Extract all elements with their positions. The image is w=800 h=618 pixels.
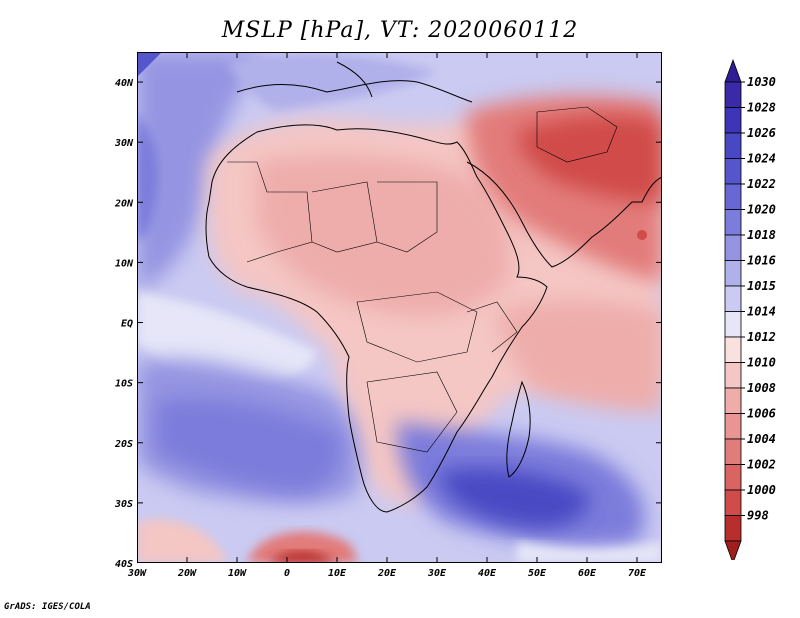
colorbar-swatch	[724, 489, 742, 516]
lat-tick-label: 30N	[114, 138, 134, 149]
colorbar-bottom-arrow	[724, 540, 742, 560]
atlantic-high-core	[137, 112, 158, 242]
colorbar-swatch	[724, 132, 742, 159]
south-indian-high-core	[437, 468, 589, 528]
colorbar-label: 1016	[747, 254, 776, 268]
lon-tick-label: 30W	[127, 568, 147, 579]
colorbar-swatch	[724, 81, 742, 108]
colorbar-swatch	[724, 336, 742, 363]
lat-tick-label: EQ	[121, 319, 133, 330]
border-east-africa	[466, 301, 518, 353]
lon-tick-label: 20E	[377, 568, 397, 579]
map-panel	[136, 52, 663, 564]
border-sudan	[376, 181, 438, 253]
colorbar-swatch	[724, 285, 742, 312]
colorbar-swatch	[724, 362, 742, 389]
sahara-low-field	[257, 155, 510, 316]
colorbar-swatch	[724, 387, 742, 414]
map-title: MSLP [hPa], VT: 2020060112	[221, 18, 579, 43]
colorbar-swatch	[724, 311, 742, 338]
lat-tick-label: 40S	[115, 559, 133, 570]
colorbar-label: 1012	[747, 330, 776, 344]
indian-low-spot	[637, 230, 647, 240]
south-low-core	[267, 551, 337, 563]
colorbar-swatch	[724, 107, 742, 134]
colorbar-swatch	[724, 183, 742, 210]
colorbar-label: 1015	[747, 279, 776, 293]
lat-tick-label: 10S	[115, 379, 133, 390]
colorbar: 1030 1028 1026 1024 1022 1020 1018 1016 1015 1014…	[724, 58, 776, 560]
indian-ocean-field	[497, 300, 662, 412]
lat-tick-label: 40N	[115, 78, 134, 89]
italy-coast	[336, 61, 373, 98]
lon-tick-label: 40E	[478, 568, 497, 579]
colorbar-label: 1014	[747, 305, 776, 319]
colorbar-swatch	[724, 464, 742, 491]
lon-tick-label: 60E	[578, 568, 597, 579]
africa-coastline	[205, 124, 548, 513]
coastlines	[205, 61, 663, 513]
lon-tick-label: 10W	[228, 568, 247, 579]
colorbar-top-arrow	[724, 58, 742, 83]
southeast-field	[517, 542, 662, 563]
lat-tick-label: 10N	[115, 258, 134, 269]
colorbar-label: 1018	[747, 228, 776, 242]
colorbar-swatch	[724, 158, 742, 185]
lon-tick-label: 70E	[628, 568, 647, 579]
colorbar-label: 1008	[747, 381, 776, 395]
colorbar-label: 998	[747, 509, 769, 523]
mediterranean-coast	[236, 80, 473, 103]
lon-tick-label: 10E	[328, 568, 347, 579]
country-borders	[227, 106, 618, 453]
colorbar-label: 1026	[747, 126, 776, 140]
border-central-africa	[356, 291, 478, 363]
mediterranean-field	[227, 53, 437, 112]
border-southern-africa	[366, 371, 458, 453]
colorbar-label: 1002	[747, 458, 776, 472]
colorbar-swatch	[724, 413, 742, 440]
colorbar-label: 1028	[747, 101, 776, 115]
colorbar-label: 1020	[747, 203, 776, 217]
red-sea-arabia-coast	[466, 161, 663, 268]
colorbar-label: 1024	[747, 152, 776, 166]
colorbar-label: 1000	[747, 483, 776, 497]
lon-tick-label: 0	[284, 568, 290, 579]
colorbar-label: 1010	[747, 356, 776, 370]
colorbar-swatch	[724, 438, 742, 465]
madagascar-coast	[506, 380, 531, 478]
border-west-africa	[227, 161, 313, 263]
border-middle-east	[536, 106, 618, 163]
lat-tick-label: 30S	[114, 499, 133, 510]
colorbar-label: 1022	[747, 177, 776, 191]
pressure-map	[136, 52, 663, 564]
colorbar-swatch	[724, 234, 742, 261]
footer-credit: GrADS: IGES/COLA	[4, 602, 91, 612]
south-low-field	[247, 531, 357, 563]
colorbar-label: 1006	[747, 407, 776, 421]
arabia-low-core	[517, 115, 662, 202]
map-frame	[137, 52, 662, 563]
atlantic-corner-high	[137, 52, 162, 77]
atlantic-high-field	[137, 52, 267, 292]
lon-tick-label: 30E	[427, 568, 447, 579]
colorbar-label: 1030	[747, 75, 776, 89]
colorbar-swatch	[724, 209, 742, 236]
lat-tick-label: 20N	[114, 198, 134, 209]
south-atlantic-high-core	[157, 399, 341, 492]
lon-tick-label: 50E	[528, 568, 547, 579]
colorbar-swatch	[724, 515, 742, 542]
southwest-low-field	[137, 519, 227, 563]
lat-tick-label: 20S	[114, 439, 133, 450]
colorbar-swatch	[724, 260, 742, 287]
colorbar-label: 1004	[747, 432, 776, 446]
lon-tick-label: 20W	[177, 568, 197, 579]
